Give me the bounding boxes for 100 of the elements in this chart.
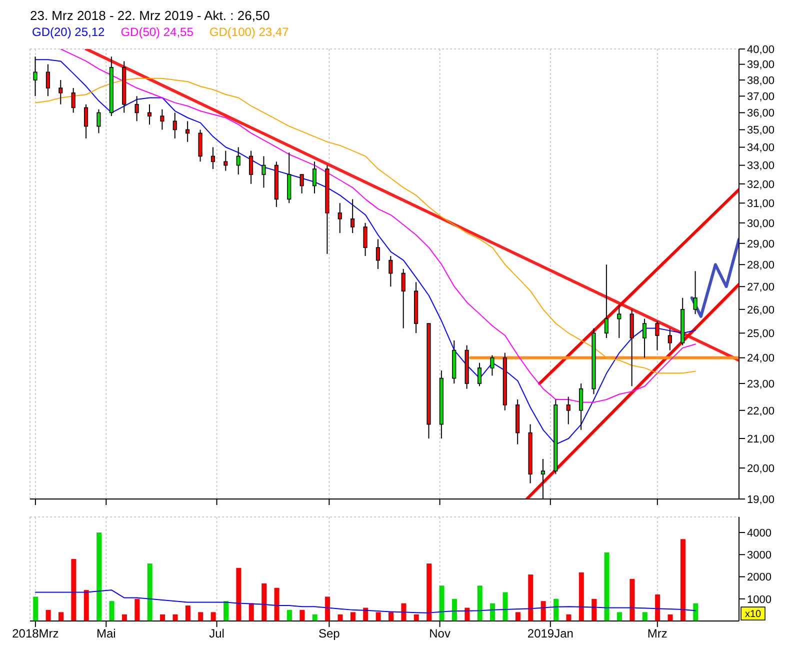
bar xyxy=(630,578,635,621)
bar xyxy=(300,610,305,621)
y-tick-label: 39,00 xyxy=(747,59,775,72)
bar xyxy=(185,606,190,621)
candlestick xyxy=(160,108,164,130)
bar xyxy=(515,612,520,621)
y-axis-title: x10 xyxy=(744,609,762,620)
bar xyxy=(592,598,597,621)
candlestick xyxy=(604,264,608,338)
candlestick xyxy=(350,198,355,234)
candlestick xyxy=(693,270,698,315)
candlestick xyxy=(224,150,228,172)
candlestick xyxy=(477,362,482,387)
candlestick xyxy=(642,318,647,358)
bar xyxy=(172,614,178,621)
candlestick xyxy=(300,174,304,194)
x-tick-label: 2019Jan xyxy=(527,626,574,641)
x-tick-label: Sep xyxy=(318,626,340,641)
bar xyxy=(147,563,152,621)
bar xyxy=(554,598,559,621)
y-tick-label: 28,00 xyxy=(747,260,775,272)
bar xyxy=(109,601,114,621)
bar xyxy=(312,614,318,621)
y-tick-label: 33,00 xyxy=(747,160,775,172)
candlestick xyxy=(338,202,342,234)
bar xyxy=(388,612,394,621)
x-tick-label: Nov xyxy=(429,626,450,641)
y-tick-label: 2000 xyxy=(747,572,772,584)
bar xyxy=(464,608,470,621)
bar xyxy=(122,614,127,621)
bar xyxy=(477,586,482,621)
y-tick-label: 21,00 xyxy=(747,433,775,446)
line-series xyxy=(34,590,696,614)
line-series xyxy=(34,78,696,374)
bar xyxy=(502,592,508,621)
candlestick xyxy=(617,304,622,338)
bar xyxy=(528,574,534,621)
candlestick xyxy=(312,161,317,194)
bar xyxy=(71,559,76,621)
y-tick-label: 22,00 xyxy=(747,405,775,418)
bar xyxy=(46,610,51,621)
bar xyxy=(616,612,622,621)
bar xyxy=(604,552,610,621)
candlestick xyxy=(566,396,570,425)
y-tick-label: 40,00 xyxy=(747,44,775,56)
bar xyxy=(96,532,102,621)
candlestick xyxy=(186,120,190,142)
candlestick xyxy=(388,256,393,288)
y-tick-label: 3000 xyxy=(747,550,772,562)
bar xyxy=(325,596,330,621)
y-tick-label: 23,00 xyxy=(747,378,775,390)
candlestick xyxy=(490,354,494,376)
bar xyxy=(693,603,698,621)
y-tick-label: 24,00 xyxy=(747,352,775,365)
candlestick xyxy=(46,64,50,97)
y-tick-label: 29,00 xyxy=(747,238,775,250)
bar xyxy=(363,608,368,621)
candlestick xyxy=(33,56,38,97)
series-label: GD(20) 25,12 xyxy=(32,25,105,41)
bar xyxy=(198,612,204,621)
candlestick xyxy=(363,222,368,257)
y-tick-label: 31,00 xyxy=(747,198,775,210)
y-tick-label: 19,00 xyxy=(747,494,775,506)
candlestick xyxy=(198,129,202,162)
bar xyxy=(376,612,381,621)
bar xyxy=(668,614,673,621)
x-tick-label: Mai xyxy=(96,626,116,641)
candlestick xyxy=(401,268,406,329)
bar xyxy=(540,601,546,621)
line-series xyxy=(690,238,739,318)
candlestick xyxy=(58,80,63,105)
x-tick-label: Jul xyxy=(209,626,224,641)
bar xyxy=(578,572,584,621)
candlestick xyxy=(236,146,240,176)
bar xyxy=(490,603,496,621)
candlestick xyxy=(630,308,634,387)
bar xyxy=(160,614,166,621)
bar xyxy=(210,612,216,621)
bar xyxy=(84,590,89,621)
bar xyxy=(350,612,356,621)
y-tick-label: 20,00 xyxy=(747,462,775,475)
candlestick xyxy=(376,238,380,270)
candlestick xyxy=(655,320,660,351)
bar xyxy=(452,598,457,621)
candlestick xyxy=(134,96,139,122)
bar xyxy=(680,539,686,621)
bar xyxy=(134,598,140,621)
bar xyxy=(33,596,38,621)
candlestick xyxy=(147,104,152,126)
y-tick-label: 34,00 xyxy=(747,142,775,154)
candlestick xyxy=(262,156,266,188)
candlestick xyxy=(172,112,177,139)
y-tick-label: 25,00 xyxy=(747,328,775,340)
bar xyxy=(414,614,419,621)
text: GD(50) 24,55 xyxy=(120,25,194,41)
chart-title: 23. Mrz 2018 - 22. Mrz 2019 - Akt. : 26,50 xyxy=(29,8,271,25)
y-tick-label: 4000 xyxy=(747,527,772,540)
y-tick-label: 38,00 xyxy=(747,74,775,87)
bar xyxy=(262,583,267,621)
y-tick-label: 37,00 xyxy=(747,91,775,104)
